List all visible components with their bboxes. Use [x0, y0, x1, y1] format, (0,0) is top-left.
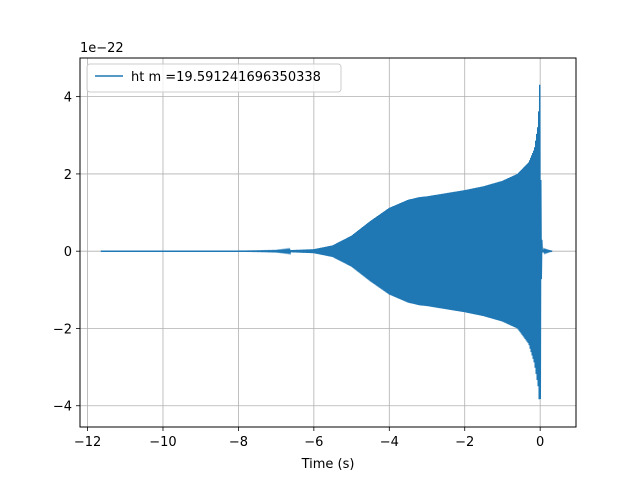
x-tick-label: −6: [304, 435, 323, 450]
x-axis-ticks: −12 −10 −8 −6 −4 −2 0: [74, 427, 544, 450]
series-line: [100, 84, 553, 400]
y-axis-ticks: −4 −2 0 2 4: [53, 91, 80, 415]
x-tick-label: −4: [380, 435, 399, 450]
legend: ht m =19.591241696350338: [86, 63, 342, 93]
plot-area: [100, 84, 553, 400]
y-axis-offset-label: 1e−22: [80, 41, 124, 56]
legend-label: ht m =19.591241696350338: [131, 70, 321, 85]
x-axis-label: Time (s): [301, 457, 355, 472]
x-tick-label: −2: [455, 435, 474, 450]
x-tick-label: −12: [74, 435, 101, 450]
x-tick-label: −10: [149, 435, 176, 450]
y-tick-label: 4: [64, 91, 72, 106]
x-tick-label: −8: [229, 435, 248, 450]
y-tick-label: 0: [64, 245, 72, 260]
y-tick-label: −4: [53, 400, 72, 415]
legend-box: [86, 63, 342, 93]
axes-frame: [79, 57, 577, 428]
y-tick-label: −2: [53, 322, 72, 337]
x-tick-label: 0: [536, 435, 544, 450]
y-tick-label: 2: [64, 168, 72, 183]
